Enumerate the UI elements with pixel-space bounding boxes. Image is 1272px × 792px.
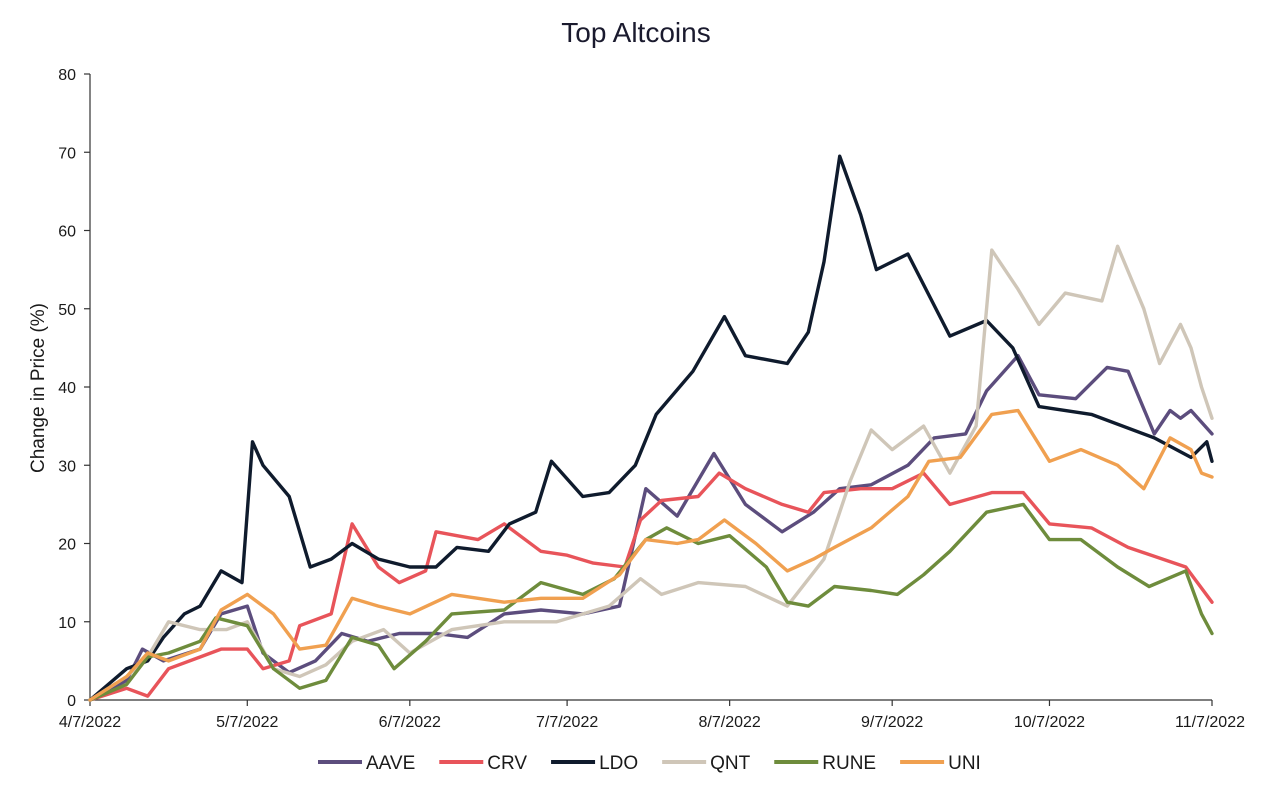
legend-label-qnt: QNT <box>710 753 751 774</box>
x-tick-label: 4/7/2022 <box>59 714 121 731</box>
y-tick-label: 10 <box>58 615 76 632</box>
x-tick-label: 10/7/2022 <box>1014 714 1085 731</box>
y-axis-label: Change in Price (%) <box>28 303 49 473</box>
series-line-rune <box>88 502 1214 702</box>
x-tick-label: 11/7/2022 <box>1175 714 1245 731</box>
series-line-uni <box>88 408 1214 702</box>
series-line-qnt <box>88 244 1214 702</box>
legend-label-aave: AAVE <box>366 753 415 774</box>
y-tick-label: 60 <box>58 224 76 241</box>
y-tick-label: 40 <box>58 380 76 397</box>
y-tick-label: 20 <box>58 537 76 554</box>
x-tick-label: 6/7/2022 <box>379 714 441 731</box>
x-axis-ticks: 4/7/2022 5/7/2022 6/7/2022 7/7/2022 8/7/2022… <box>59 700 1245 731</box>
series-line-ldo <box>88 154 1214 702</box>
x-tick-label: 5/7/2022 <box>216 714 278 731</box>
legend: AAVE CRV LDO QNT RUNE UNI <box>318 753 981 774</box>
y-tick-label: 30 <box>58 458 76 475</box>
x-tick-label: 9/7/2022 <box>861 714 923 731</box>
chart-title: Top Altcoins <box>561 17 710 48</box>
series-line-crv <box>88 471 1214 702</box>
y-tick-label: 80 <box>58 67 76 84</box>
legend-label-rune: RUNE <box>822 753 876 774</box>
y-tick-label: 50 <box>58 302 76 319</box>
y-tick-label: 0 <box>67 693 76 710</box>
y-axis-ticks: 0 10 20 30 40 50 60 70 80 <box>58 67 90 710</box>
x-tick-label: 7/7/2022 <box>536 714 598 731</box>
y-tick-label: 70 <box>58 145 76 162</box>
series-lines <box>88 154 1214 702</box>
x-tick-label: 8/7/2022 <box>699 714 761 731</box>
legend-label-ldo: LDO <box>599 753 638 774</box>
legend-label-crv: CRV <box>487 753 527 774</box>
legend-label-uni: UNI <box>948 753 981 774</box>
